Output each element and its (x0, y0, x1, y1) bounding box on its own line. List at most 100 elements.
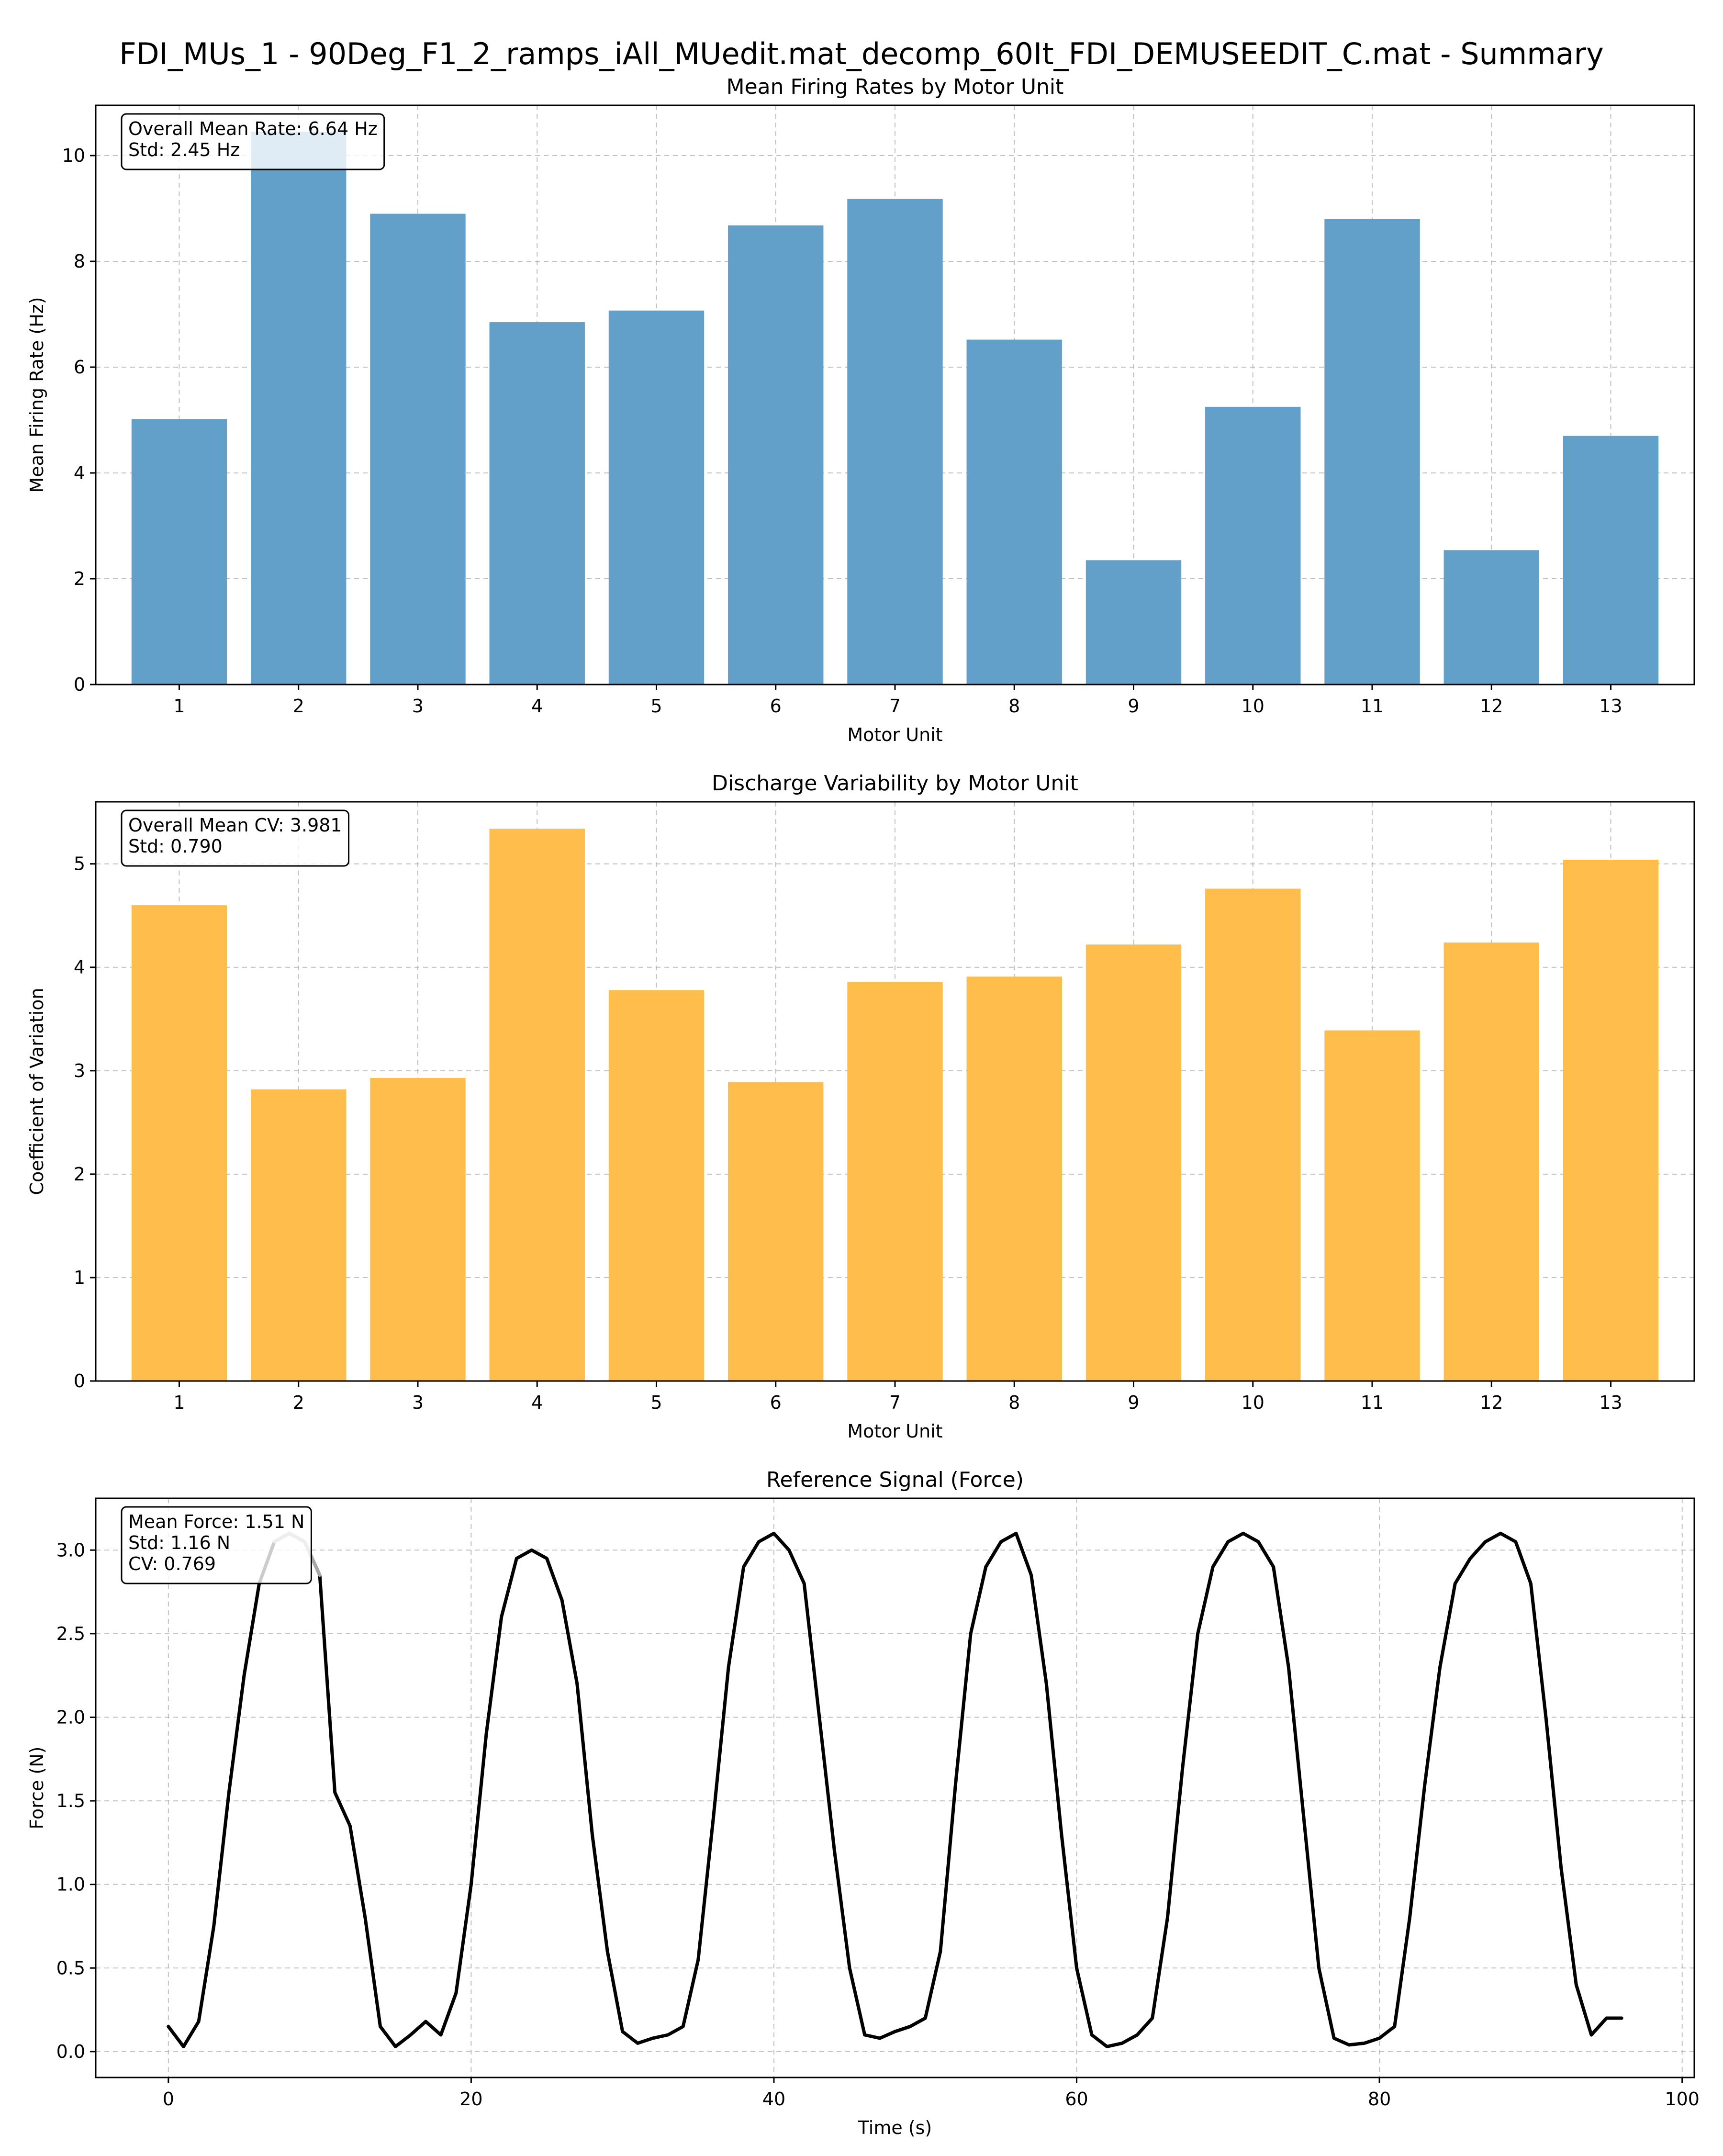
discharge-variability-y-tick-label: 2 (74, 1164, 85, 1185)
discharge-variability-bar (966, 977, 1062, 1381)
reference-signal-y-axis-label: Force (N) (26, 1747, 47, 1830)
firing-rate-x-tick-label: 12 (1480, 696, 1503, 717)
firing-rate-y-ticks: 0 2 4 6 8 10 (62, 145, 96, 695)
reference-signal-x-axis-label: Time (s) (858, 2117, 932, 2138)
discharge-variability-y-tick-label: 0 (74, 1370, 85, 1392)
firing-rate-bar (966, 339, 1062, 685)
reference-signal-stats-cv: CV: 0.769 (128, 1553, 216, 1574)
firing-rate-bar (370, 213, 466, 685)
discharge-variability-stats-std: Std: 0.790 (128, 836, 223, 857)
firing-rate-x-tick-label: 1 (173, 696, 185, 717)
discharge-variability-y-tick-label: 4 (74, 957, 85, 978)
discharge-variability-bar (1205, 888, 1301, 1381)
firing-rate-bar (1205, 406, 1301, 685)
discharge-variability-y-tick-label: 1 (74, 1267, 85, 1288)
discharge-variability-stats-box: Overall Mean CV: 3.981 Std: 0.790 (121, 809, 350, 867)
discharge-variability-x-tick-label: 9 (1128, 1392, 1139, 1413)
reference-signal-force-line (167, 1531, 1623, 2048)
firing-rate-x-tick-label: 5 (650, 696, 662, 717)
discharge-variability-title: Discharge Variability by Motor Unit (712, 771, 1078, 796)
discharge-variability-bar (847, 981, 943, 1381)
firing-rate-x-tick-label: 11 (1361, 696, 1384, 717)
firing-rate-bar (847, 199, 943, 685)
figure-suptitle: FDI_MUs_1 - 90Deg_F1_2_ramps_iAll_MUedit… (119, 36, 1604, 71)
firing-rate-x-tick-label: 8 (1008, 696, 1020, 717)
discharge-variability-bar (1085, 944, 1182, 1381)
firing-rate-bar (251, 132, 347, 685)
discharge-variability-stats-box-frame (121, 809, 350, 867)
reference-signal-grid (96, 1498, 1694, 2077)
discharge-variability-x-tick-label: 7 (889, 1392, 901, 1413)
firing-rate-y-tick-label: 8 (74, 251, 85, 272)
discharge-variability-x-tick-label: 6 (770, 1392, 782, 1413)
firing-rate-bar (131, 419, 227, 685)
firing-rate-y-tick-label: 10 (62, 145, 85, 166)
firing-rate-x-tick-label: 4 (531, 696, 543, 717)
firing-rate-x-tick-label: 9 (1128, 696, 1139, 717)
firing-rate-bars (131, 132, 1659, 685)
firing-rate-y-tick-label: 0 (74, 674, 85, 695)
firing-rate-bar (489, 322, 585, 685)
firing-rate-axes-frame (95, 104, 1695, 685)
discharge-variability-y-axis-label: Coefficient of Variation (26, 988, 47, 1195)
discharge-variability-x-tick-label: 4 (531, 1392, 543, 1413)
discharge-variability-bar (1324, 1030, 1420, 1381)
discharge-variability-bars (131, 829, 1659, 1381)
firing-rate-x-tick-label: 6 (770, 696, 782, 717)
firing-rate-bar (1085, 560, 1182, 685)
discharge-variability-x-tick-label: 5 (650, 1392, 662, 1413)
discharge-variability-bar (608, 990, 705, 1381)
firing-rate-y-axis-label: Mean Firing Rate (Hz) (26, 297, 47, 493)
discharge-variability-axes-frame (95, 801, 1695, 1382)
discharge-variability-y-ticks: 0 1 2 3 4 5 (74, 853, 96, 1392)
discharge-variability-bar (1563, 860, 1659, 1381)
firing-rate-bar (1324, 219, 1420, 685)
discharge-variability-bar (370, 1078, 466, 1381)
firing-rate-x-tick-label: 10 (1242, 696, 1264, 717)
firing-rate-title: Mean Firing Rates by Motor Unit (727, 75, 1064, 99)
firing-rate-x-ticks: 1 2 3 4 5 6 7 8 9 10 11 12 13 (173, 685, 1622, 717)
discharge-variability-bar (251, 1089, 347, 1381)
reference-signal-y-tick-label: 2.5 (56, 1623, 85, 1644)
discharge-variability-x-ticks: 1 2 3 4 5 6 7 8 9 10 11 12 13 (173, 1381, 1622, 1413)
reference-signal-stats-box: Mean Force: 1.51 N Std: 1.16 N CV: 0.769 (121, 1506, 312, 1584)
discharge-variability-x-tick-label: 8 (1008, 1392, 1020, 1413)
firing-rate-bar (728, 225, 824, 685)
reference-signal-y-tick-label: 0.0 (56, 2041, 85, 2062)
discharge-variability-x-axis-label: Motor Unit (847, 1421, 942, 1442)
reference-signal-y-tick-label: 1.0 (56, 1874, 85, 1895)
firing-rate-x-axis-label: Motor Unit (847, 724, 942, 745)
reference-signal-x-tick-label: 40 (762, 2089, 785, 2110)
reference-signal-y-tick-label: 3.0 (56, 1539, 85, 1561)
discharge-variability-x-tick-label: 12 (1480, 1392, 1503, 1413)
firing-rate-y-tick-label: 4 (74, 462, 85, 483)
firing-rate-x-tick-label: 2 (293, 696, 304, 717)
discharge-variability-x-tick-label: 2 (293, 1392, 304, 1413)
firing-rate-stats-box-frame (121, 113, 385, 170)
reference-signal-y-ticks: 0.0 0.5 1.0 1.5 2.0 2.5 3.0 (56, 1539, 96, 2062)
discharge-variability-x-tick-label: 13 (1599, 1392, 1622, 1413)
reference-signal-stats-mean: Mean Force: 1.51 N (128, 1511, 304, 1532)
firing-rate-x-tick-label: 3 (412, 696, 424, 717)
discharge-variability-bar (131, 905, 227, 1381)
firing-rate-y-tick-label: 2 (74, 568, 85, 589)
firing-rate-x-tick-label: 7 (889, 696, 901, 717)
reference-signal-x-tick-label: 100 (1665, 2089, 1700, 2110)
firing-rate-bar (1563, 436, 1659, 685)
reference-signal-stats-box-frame (121, 1506, 312, 1584)
reference-signal-chart: 0 20 40 60 80 100 0.0 0.5 1.0 1.5 2.0 2.5 3.0 Refer… (26, 1468, 1700, 2138)
firing-rate-stats-mean: Overall Mean Rate: 6.64 Hz (128, 118, 378, 139)
discharge-variability-y-tick-label: 5 (74, 853, 85, 875)
reference-signal-x-tick-label: 80 (1368, 2089, 1391, 2110)
discharge-variability-bar (1443, 942, 1539, 1381)
reference-signal-stats-std: Std: 1.16 N (128, 1532, 230, 1553)
reference-signal-x-tick-label: 20 (459, 2089, 482, 2110)
reference-signal-x-tick-label: 0 (163, 2089, 174, 2110)
reference-signal-title: Reference Signal (Force) (766, 1468, 1024, 1492)
firing-rate-x-tick-label: 13 (1599, 696, 1622, 717)
discharge-variability-x-tick-label: 3 (412, 1392, 424, 1413)
